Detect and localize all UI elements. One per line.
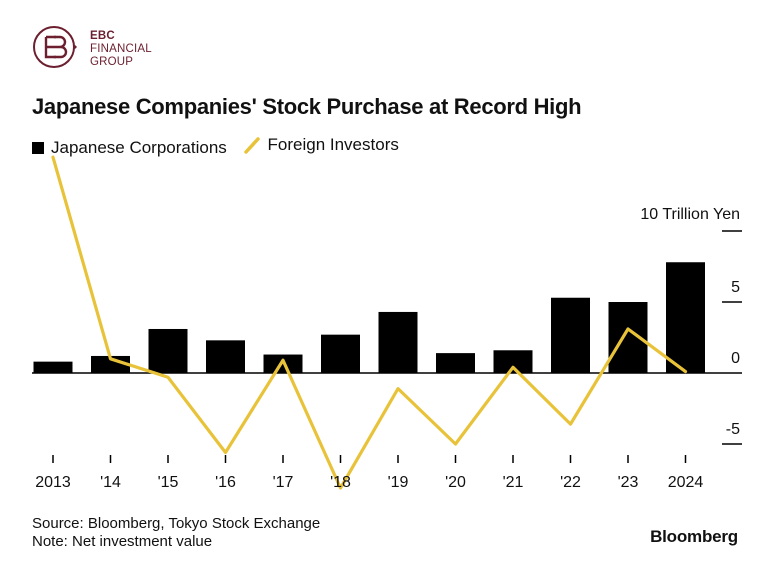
- x-tick-label-7: '20: [445, 474, 466, 491]
- x-tick-label-11: 2024: [668, 474, 704, 491]
- x-tick-label-4: '17: [273, 474, 294, 491]
- x-tick-label-1: '14: [100, 474, 121, 491]
- y-axis-unit-label: 10 Trillion Yen: [640, 206, 740, 223]
- x-tick-label-10: '23: [618, 474, 639, 491]
- legend-item-foreign-investors: Foreign Investors: [243, 135, 399, 155]
- legend-item-japanese-corporations: Japanese Corporations: [32, 138, 227, 158]
- logo-line-1: EBC: [90, 30, 115, 42]
- legend-swatch-line: [243, 137, 260, 154]
- bar-9: [551, 297, 590, 373]
- bar-1: [91, 355, 130, 373]
- y-tick-label-3: -5: [726, 421, 740, 438]
- bar-2: [148, 328, 188, 373]
- legend-swatch-bar: [32, 142, 44, 154]
- bar-6: [378, 311, 418, 373]
- bar-0: [33, 361, 73, 373]
- bar-11: [666, 262, 705, 373]
- bar-3: [206, 340, 245, 373]
- x-tick-label-8: '21: [503, 474, 524, 491]
- legend: Japanese Corporations Foreign Investors: [32, 135, 411, 158]
- x-tick-label-5: '18: [330, 474, 351, 491]
- foreign-investors-line: [51, 155, 688, 490]
- ebc-logo: EBC FINANCIAL GROUP: [32, 24, 162, 72]
- x-tick-label-6: '19: [388, 474, 409, 491]
- source-note: Source: Bloomberg, Tokyo Stock Exchange: [32, 515, 321, 532]
- ebc-logo-mark-icon: [33, 26, 77, 68]
- x-tick-label-3: '16: [215, 474, 236, 491]
- x-tick-label-9: '22: [560, 474, 581, 491]
- x-tick-label-2: '15: [158, 474, 179, 491]
- legend-label-japanese-corporations: Japanese Corporations: [51, 138, 227, 157]
- y-tick-label-1: 5: [731, 279, 740, 296]
- bar-7: [436, 353, 475, 373]
- legend-label-foreign-investors: Foreign Investors: [267, 135, 399, 154]
- footer: Source: Bloomberg, Tokyo Stock Exchange …: [32, 515, 320, 551]
- bloomberg-brand: Bloomberg: [650, 527, 738, 546]
- investment-note: Note: Net investment value: [32, 533, 213, 550]
- bar-5: [321, 334, 360, 373]
- logo-text: EBC FINANCIAL GROUP: [90, 30, 152, 69]
- logo-line-2: FINANCIAL: [90, 43, 152, 55]
- bar-8: [493, 350, 533, 373]
- y-tick-label-2: 0: [731, 350, 740, 367]
- logo-line-3: GROUP: [90, 56, 134, 68]
- chart-title: Japanese Companies' Stock Purchase at Re…: [32, 94, 582, 119]
- x-tick-label-0: 2013: [35, 474, 71, 491]
